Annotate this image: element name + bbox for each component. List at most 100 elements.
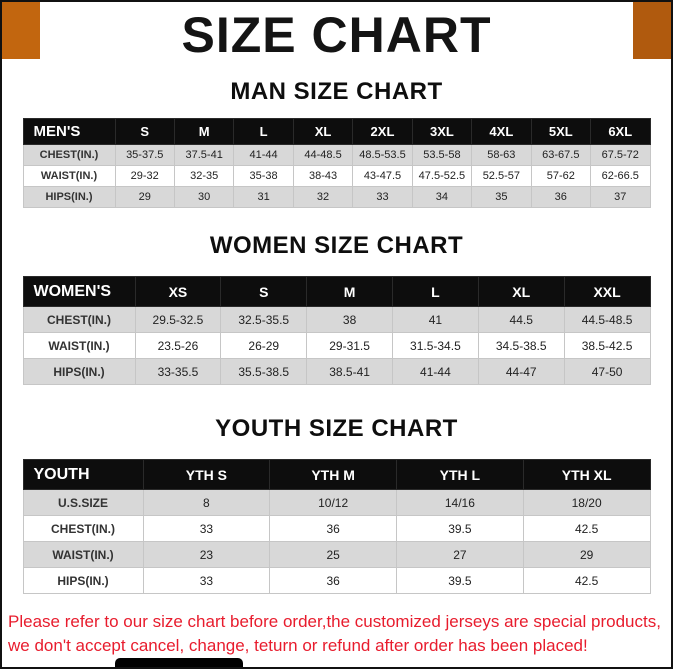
size-value-cell: 32.5-35.5 <box>220 306 308 333</box>
table-row: U.S.SIZE 8 10/12 14/16 18/20 <box>22 489 651 516</box>
size-value-cell: 36 <box>530 186 592 208</box>
size-value-cell: 37.5-41 <box>173 144 235 166</box>
table-row: WAIST(IN.) 29-32 32-35 35-38 38-43 43-47.5 47.… <box>22 165 651 187</box>
table-corner-header: WOMEN'S <box>22 276 136 307</box>
size-column-header: XS <box>134 276 222 307</box>
size-value-cell: 33-35.5 <box>134 358 222 385</box>
size-value-cell: 32 <box>292 186 354 208</box>
table-corner-header: MEN'S <box>22 118 116 145</box>
size-value-cell: 44-47 <box>477 358 565 385</box>
row-label: U.S.SIZE <box>22 489 144 516</box>
row-label: CHEST(IN.) <box>22 306 136 333</box>
size-value-cell: 57-62 <box>530 165 592 187</box>
table-row: CHEST(IN.) 29.5-32.5 32.5-35.5 38 41 44.5 44.5… <box>22 306 651 333</box>
table-corner-header: YOUTH <box>22 459 144 490</box>
row-label: CHEST(IN.) <box>22 515 144 542</box>
size-value-cell: 29 <box>114 186 175 208</box>
size-value-cell: 35-38 <box>233 165 294 187</box>
size-column-header: YTH S <box>142 459 271 490</box>
size-value-cell: 47.5-52.5 <box>411 165 473 187</box>
size-value-cell: 31.5-34.5 <box>391 332 479 359</box>
size-column-header: 6XL <box>590 118 651 145</box>
size-value-cell: 47-50 <box>563 358 651 385</box>
size-value-cell: 34.5-38.5 <box>477 332 565 359</box>
size-value-cell: 42.5 <box>522 515 651 542</box>
section-heading-youth: YOUTH SIZE CHART <box>215 415 458 442</box>
size-value-cell: 35 <box>471 186 532 208</box>
size-value-cell: 52.5-57 <box>471 165 532 187</box>
size-column-header: XXL <box>563 276 651 307</box>
size-value-cell: 41-44 <box>391 358 479 385</box>
section-heading-man: MAN SIZE CHART <box>230 78 443 105</box>
footer-note: Please refer to our size chart before or… <box>8 610 665 658</box>
row-label: WAIST(IN.) <box>22 541 144 568</box>
youth-size-table: YOUTH YTH S YTH M YTH L YTH XL U.S.SIZE 8 10/12… <box>22 459 651 594</box>
row-label: WAIST(IN.) <box>22 165 116 187</box>
size-column-header: L <box>391 276 479 307</box>
table-header-row: YOUTH YTH S YTH M YTH L YTH XL <box>22 459 651 490</box>
size-value-cell: 38.5-41 <box>306 358 393 385</box>
size-value-cell: 10/12 <box>269 489 397 516</box>
size-value-cell: 38 <box>306 306 393 333</box>
row-label: CHEST(IN.) <box>22 144 116 166</box>
size-value-cell: 18/20 <box>522 489 651 516</box>
size-column-header: 2XL <box>352 118 413 145</box>
size-value-cell: 48.5-53.5 <box>352 144 413 166</box>
size-value-cell: 23.5-26 <box>134 332 222 359</box>
table-row: WAIST(IN.) 23.5-26 26-29 29-31.5 31.5-34.5 34… <box>22 332 651 359</box>
row-label: HIPS(IN.) <box>22 358 136 385</box>
bottom-bar-decoration <box>115 658 243 667</box>
man-size-table: MEN'S S M L XL 2XL 3XL 4XL 5XL 6XL CHEST(IN.) 35-37… <box>22 118 651 208</box>
man-size-chart-section: MAN SIZE CHART MEN'S S M L XL 2XL 3XL 4XL 5XL 6XL… <box>2 78 671 208</box>
size-value-cell: 23 <box>142 541 271 568</box>
size-value-cell: 36 <box>269 567 397 594</box>
row-label: HIPS(IN.) <box>22 186 116 208</box>
size-value-cell: 43-47.5 <box>352 165 413 187</box>
size-column-header: YTH XL <box>522 459 651 490</box>
size-column-header: 5XL <box>530 118 592 145</box>
size-column-header: 3XL <box>411 118 473 145</box>
size-value-cell: 8 <box>142 489 271 516</box>
size-value-cell: 33 <box>142 515 271 542</box>
size-value-cell: 44.5 <box>477 306 565 333</box>
section-heading-women: WOMEN SIZE CHART <box>209 232 464 259</box>
size-column-header: YTH L <box>396 459 524 490</box>
size-column-header: 4XL <box>471 118 532 145</box>
table-row: CHEST(IN.) 35-37.5 37.5-41 41-44 44-48.5 48.5… <box>22 144 651 166</box>
size-value-cell: 33 <box>352 186 413 208</box>
size-value-cell: 14/16 <box>396 489 524 516</box>
table-row: CHEST(IN.) 33 36 39.5 42.5 <box>22 515 651 542</box>
size-value-cell: 62-66.5 <box>590 165 651 187</box>
size-value-cell: 29.5-32.5 <box>134 306 222 333</box>
size-value-cell: 35-37.5 <box>114 144 175 166</box>
corner-decoration-right <box>633 2 671 59</box>
size-value-cell: 29-32 <box>114 165 175 187</box>
table-row: HIPS(IN.) 29 30 31 32 33 34 35 36 37 <box>22 186 651 208</box>
row-label: HIPS(IN.) <box>22 567 144 594</box>
size-value-cell: 34 <box>411 186 473 208</box>
size-value-cell: 26-29 <box>220 332 308 359</box>
size-value-cell: 44-48.5 <box>292 144 354 166</box>
size-value-cell: 53.5-58 <box>411 144 473 166</box>
size-value-cell: 32-35 <box>173 165 235 187</box>
size-value-cell: 37 <box>590 186 651 208</box>
size-column-header: S <box>220 276 308 307</box>
table-row: HIPS(IN.) 33 36 39.5 42.5 <box>22 567 651 594</box>
size-value-cell: 42.5 <box>522 567 651 594</box>
size-column-header: XL <box>477 276 565 307</box>
size-value-cell: 25 <box>269 541 397 568</box>
size-value-cell: 38.5-42.5 <box>563 332 651 359</box>
size-value-cell: 41 <box>391 306 479 333</box>
size-value-cell: 31 <box>233 186 294 208</box>
size-column-header: YTH M <box>269 459 397 490</box>
size-value-cell: 35.5-38.5 <box>220 358 308 385</box>
table-header-row: MEN'S S M L XL 2XL 3XL 4XL 5XL 6XL <box>22 118 651 145</box>
size-value-cell: 36 <box>269 515 397 542</box>
size-value-cell: 38-43 <box>292 165 354 187</box>
footer-note-line1: Please refer to our size chart before or… <box>8 612 661 631</box>
size-column-header: XL <box>292 118 354 145</box>
size-value-cell: 44.5-48.5 <box>563 306 651 333</box>
size-value-cell: 67.5-72 <box>590 144 651 166</box>
page-title: SIZE CHART <box>181 7 492 63</box>
